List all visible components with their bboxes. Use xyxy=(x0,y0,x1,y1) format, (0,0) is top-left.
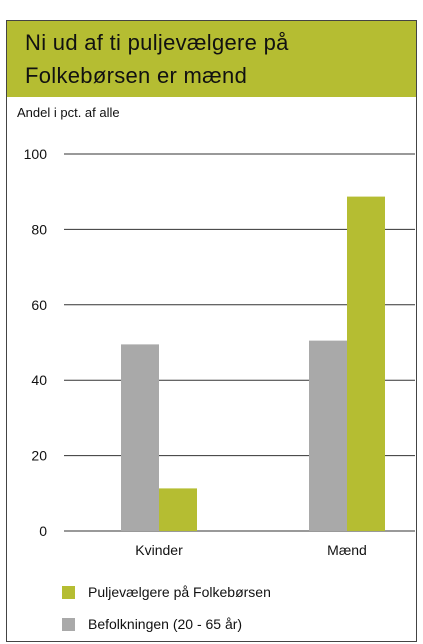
chart-subtitle: Andel i pct. af alle xyxy=(17,105,120,120)
legend-label-puljevaelgere: Puljevælgere på Folkebørsen xyxy=(88,584,271,600)
x-tick-label-0: Kvinder xyxy=(135,542,183,558)
y-tick-label-20: 20 xyxy=(31,448,47,464)
y-tick-label-0: 0 xyxy=(39,523,47,539)
bar-mnd-series0 xyxy=(309,340,347,531)
legend-swatch-befolkningen xyxy=(62,617,75,631)
bar-kvinder-series0 xyxy=(121,344,159,531)
chart-title: Ni ud af ti puljevælgere på Folkebørsen … xyxy=(7,21,416,97)
legend-item-befolkningen: Befolkningen (20 - 65 år) xyxy=(62,614,271,634)
bar-mnd-series1 xyxy=(347,196,385,531)
legend-item-puljevaelgere: Puljevælgere på Folkebørsen xyxy=(62,582,271,602)
y-tick-label-40: 40 xyxy=(31,372,47,388)
y-tick-label-60: 60 xyxy=(31,297,47,313)
legend-label-befolkningen: Befolkningen (20 - 65 år) xyxy=(88,616,243,632)
y-tick-label-80: 80 xyxy=(31,221,47,237)
y-tick-label-100: 100 xyxy=(24,146,48,162)
x-tick-label-1: Mænd xyxy=(327,542,367,558)
bar-kvinder-series1 xyxy=(159,488,197,531)
legend-swatch-puljevaelgere xyxy=(62,585,75,599)
chart-legend: Puljevælgere på Folkebørsen Befolkningen… xyxy=(62,582,271,634)
